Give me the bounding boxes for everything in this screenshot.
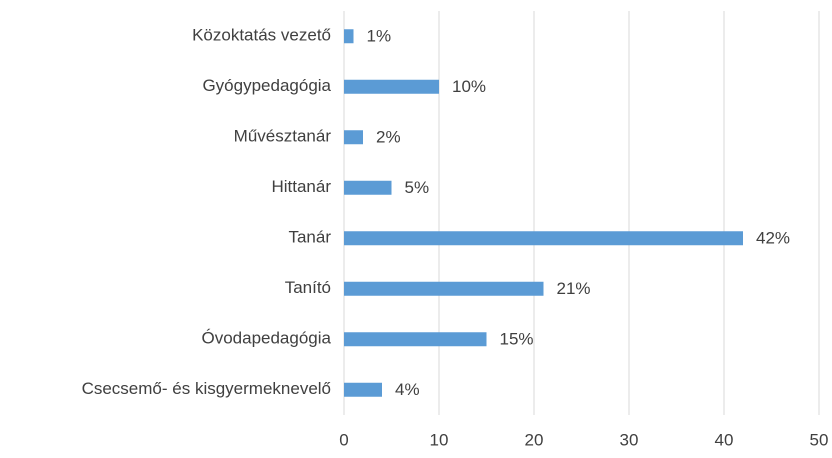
x-tick-label: 10 [430,430,449,449]
value-label: 5% [405,178,430,197]
x-tick-label: 0 [339,430,348,449]
x-tick-label: 20 [525,430,544,449]
bar [344,332,487,347]
y-tick-label: Hittanár [271,177,331,196]
x-tick-label: 30 [620,430,639,449]
y-tick-label: Gyógypedagógia [202,76,331,95]
bar [344,382,382,397]
x-tick-label: 40 [715,430,734,449]
value-label: 1% [367,27,392,46]
bar [344,79,439,94]
bar [344,130,363,145]
value-label: 4% [395,380,420,399]
value-label: 15% [500,330,534,349]
bar [344,180,392,195]
value-label: 2% [376,128,401,147]
bar [344,281,544,296]
y-tick-label: Művésztanár [234,127,332,146]
y-tick-label: Csecsemő- és kisgyermeknevelő [82,379,331,398]
value-label: 21% [557,279,591,298]
y-tick-label: Óvodapedagógia [201,329,331,348]
y-tick-label: Tanító [285,278,331,297]
value-label: 42% [756,229,790,248]
value-label: 10% [452,77,486,96]
bar [344,231,743,246]
bar [344,29,354,44]
x-tick-label: 50 [810,430,829,449]
y-tick-label: Közoktatás vezető [192,26,331,45]
y-tick-label: Tanár [288,228,331,247]
